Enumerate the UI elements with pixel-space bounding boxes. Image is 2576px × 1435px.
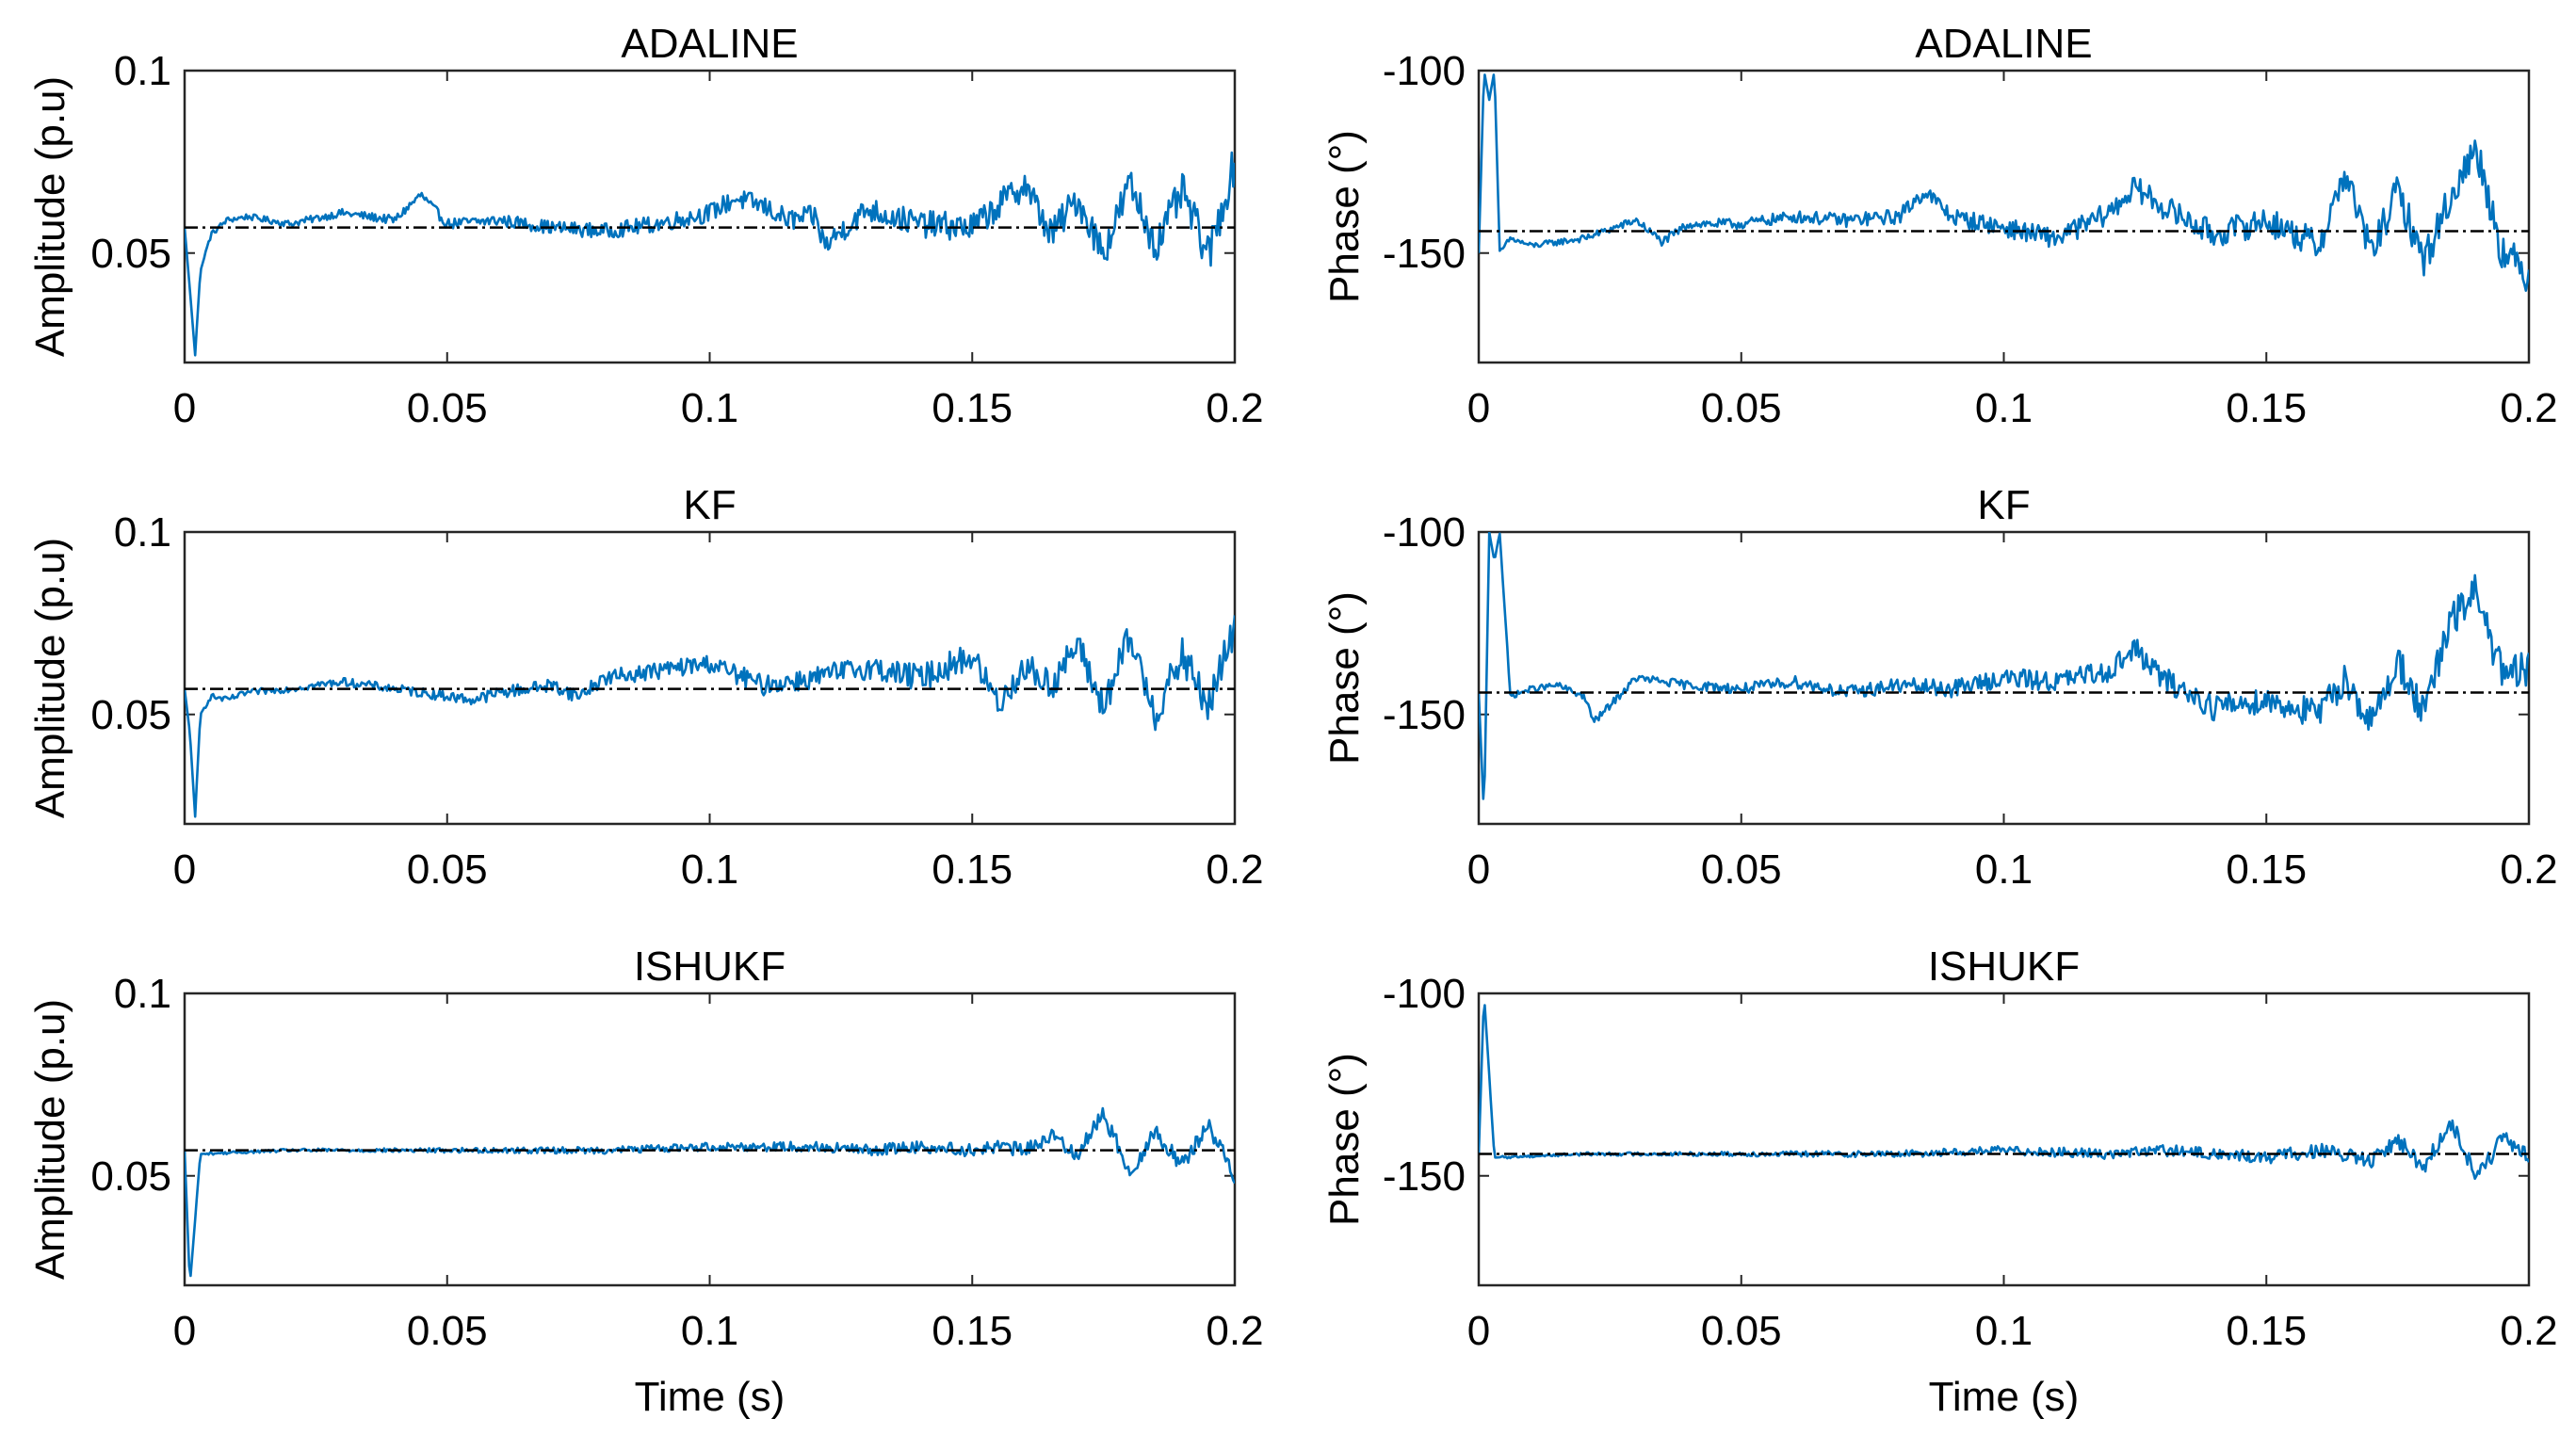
y-tick-label: -100 — [1383, 971, 1466, 1017]
x-tick-label: 0 — [173, 385, 196, 431]
axes-frame — [1477, 69, 2531, 364]
x-tick-label: 0.2 — [2500, 846, 2557, 893]
x-tick-label: 0.05 — [1701, 1308, 1782, 1354]
subplot-2: 0 0.05 0.1 0.15 0.2 -150 -100 ADALINE Phase (°) — [1321, 21, 2558, 431]
y-tick-label: -150 — [1383, 231, 1466, 277]
estimate-series-line — [185, 615, 1235, 818]
x-tick-label: 0.05 — [407, 846, 488, 893]
estimate-series-line — [1479, 73, 2529, 293]
y-axis-label: Phase (°) — [1321, 130, 1368, 303]
x-axis-label: Time (s) — [1929, 1374, 2080, 1420]
x-tick-label: 0.2 — [1206, 385, 1263, 431]
axes-frame — [183, 992, 1237, 1287]
y-tick-label: 0.1 — [114, 971, 171, 1017]
x-tick-label: 0.05 — [407, 385, 488, 431]
subplot-title: ADALINE — [1915, 21, 2092, 67]
y-tick-label: -100 — [1383, 48, 1466, 94]
x-tick-label: 0.1 — [681, 846, 738, 893]
subplot-5: 0 0.05 0.1 0.15 0.2 0.05 0.1 ISHUKF Amplitude (p… — [27, 943, 1264, 1420]
y-axis-label: Amplitude (p.u) — [27, 999, 73, 1280]
y-tick-label: 0.05 — [90, 692, 171, 738]
x-tick-label: 0.05 — [407, 1308, 488, 1354]
x-axis-label: Time (s) — [635, 1374, 786, 1420]
x-tick-label: 0.2 — [1206, 846, 1263, 893]
y-tick-label: -100 — [1383, 509, 1466, 556]
x-tick-label: 0.15 — [932, 846, 1013, 893]
subplot-title: ISHUKF — [634, 943, 786, 990]
x-tick-label: 0.1 — [1975, 846, 2033, 893]
y-tick-label: 0.05 — [90, 1153, 171, 1200]
x-tick-label: 0 — [173, 846, 196, 893]
estimate-series-line — [1479, 532, 2529, 800]
x-tick-label: 0.15 — [932, 385, 1013, 431]
x-tick-label: 0.15 — [2226, 846, 2307, 893]
estimate-series-line — [185, 151, 1235, 357]
x-tick-label: 0.1 — [1975, 385, 2033, 431]
subplot-title: ISHUKF — [1928, 943, 2080, 990]
x-tick-label: 0.1 — [681, 1308, 738, 1354]
x-tick-label: 0.2 — [2500, 1308, 2557, 1354]
y-tick-label: 0.05 — [90, 231, 171, 277]
x-tick-label: 0.1 — [1975, 1308, 2033, 1354]
y-tick-label: -150 — [1383, 1153, 1466, 1200]
subplot-1: 0 0.05 0.1 0.15 0.2 0.05 0.1 ADALINE Amplitude (… — [27, 21, 1264, 431]
x-tick-label: 0 — [1467, 846, 1490, 893]
x-tick-label: 0 — [1467, 1308, 1490, 1354]
x-tick-label: 0.15 — [2226, 1308, 2307, 1354]
subplot-6: 0 0.05 0.1 0.15 0.2 -150 -100 ISHUKF Phase (°) Ti… — [1321, 943, 2558, 1420]
x-tick-label: 0.15 — [2226, 385, 2307, 431]
x-tick-label: 0.15 — [932, 1308, 1013, 1354]
y-axis-label: Amplitude (p.u) — [27, 76, 73, 357]
x-tick-label: 0 — [173, 1308, 196, 1354]
subplot-title: ADALINE — [621, 21, 798, 67]
subplot-4: 0 0.05 0.1 0.15 0.2 -150 -100 KF Phase (°) — [1321, 482, 2558, 893]
subplot-title: KF — [683, 482, 736, 528]
y-tick-label: -150 — [1383, 692, 1466, 738]
estimate-series-line — [185, 1106, 1235, 1278]
x-tick-label: 0 — [1467, 385, 1490, 431]
subplot-title: KF — [1977, 482, 2030, 528]
y-tick-label: 0.1 — [114, 48, 171, 94]
x-tick-label: 0.2 — [1206, 1308, 1263, 1354]
x-tick-label: 0.05 — [1701, 385, 1782, 431]
y-axis-label: Phase (°) — [1321, 591, 1368, 765]
x-tick-label: 0.05 — [1701, 846, 1782, 893]
y-axis-label: Phase (°) — [1321, 1053, 1368, 1226]
x-tick-label: 0.1 — [681, 385, 738, 431]
axes-frame — [183, 530, 1237, 826]
x-tick-label: 0.2 — [2500, 385, 2557, 431]
y-tick-label: 0.1 — [114, 509, 171, 556]
axes-frame — [1477, 992, 2531, 1287]
subplot-3: 0 0.05 0.1 0.15 0.2 0.05 0.1 KF Amplitude (p.u) — [27, 482, 1264, 893]
y-axis-label: Amplitude (p.u) — [27, 538, 73, 818]
